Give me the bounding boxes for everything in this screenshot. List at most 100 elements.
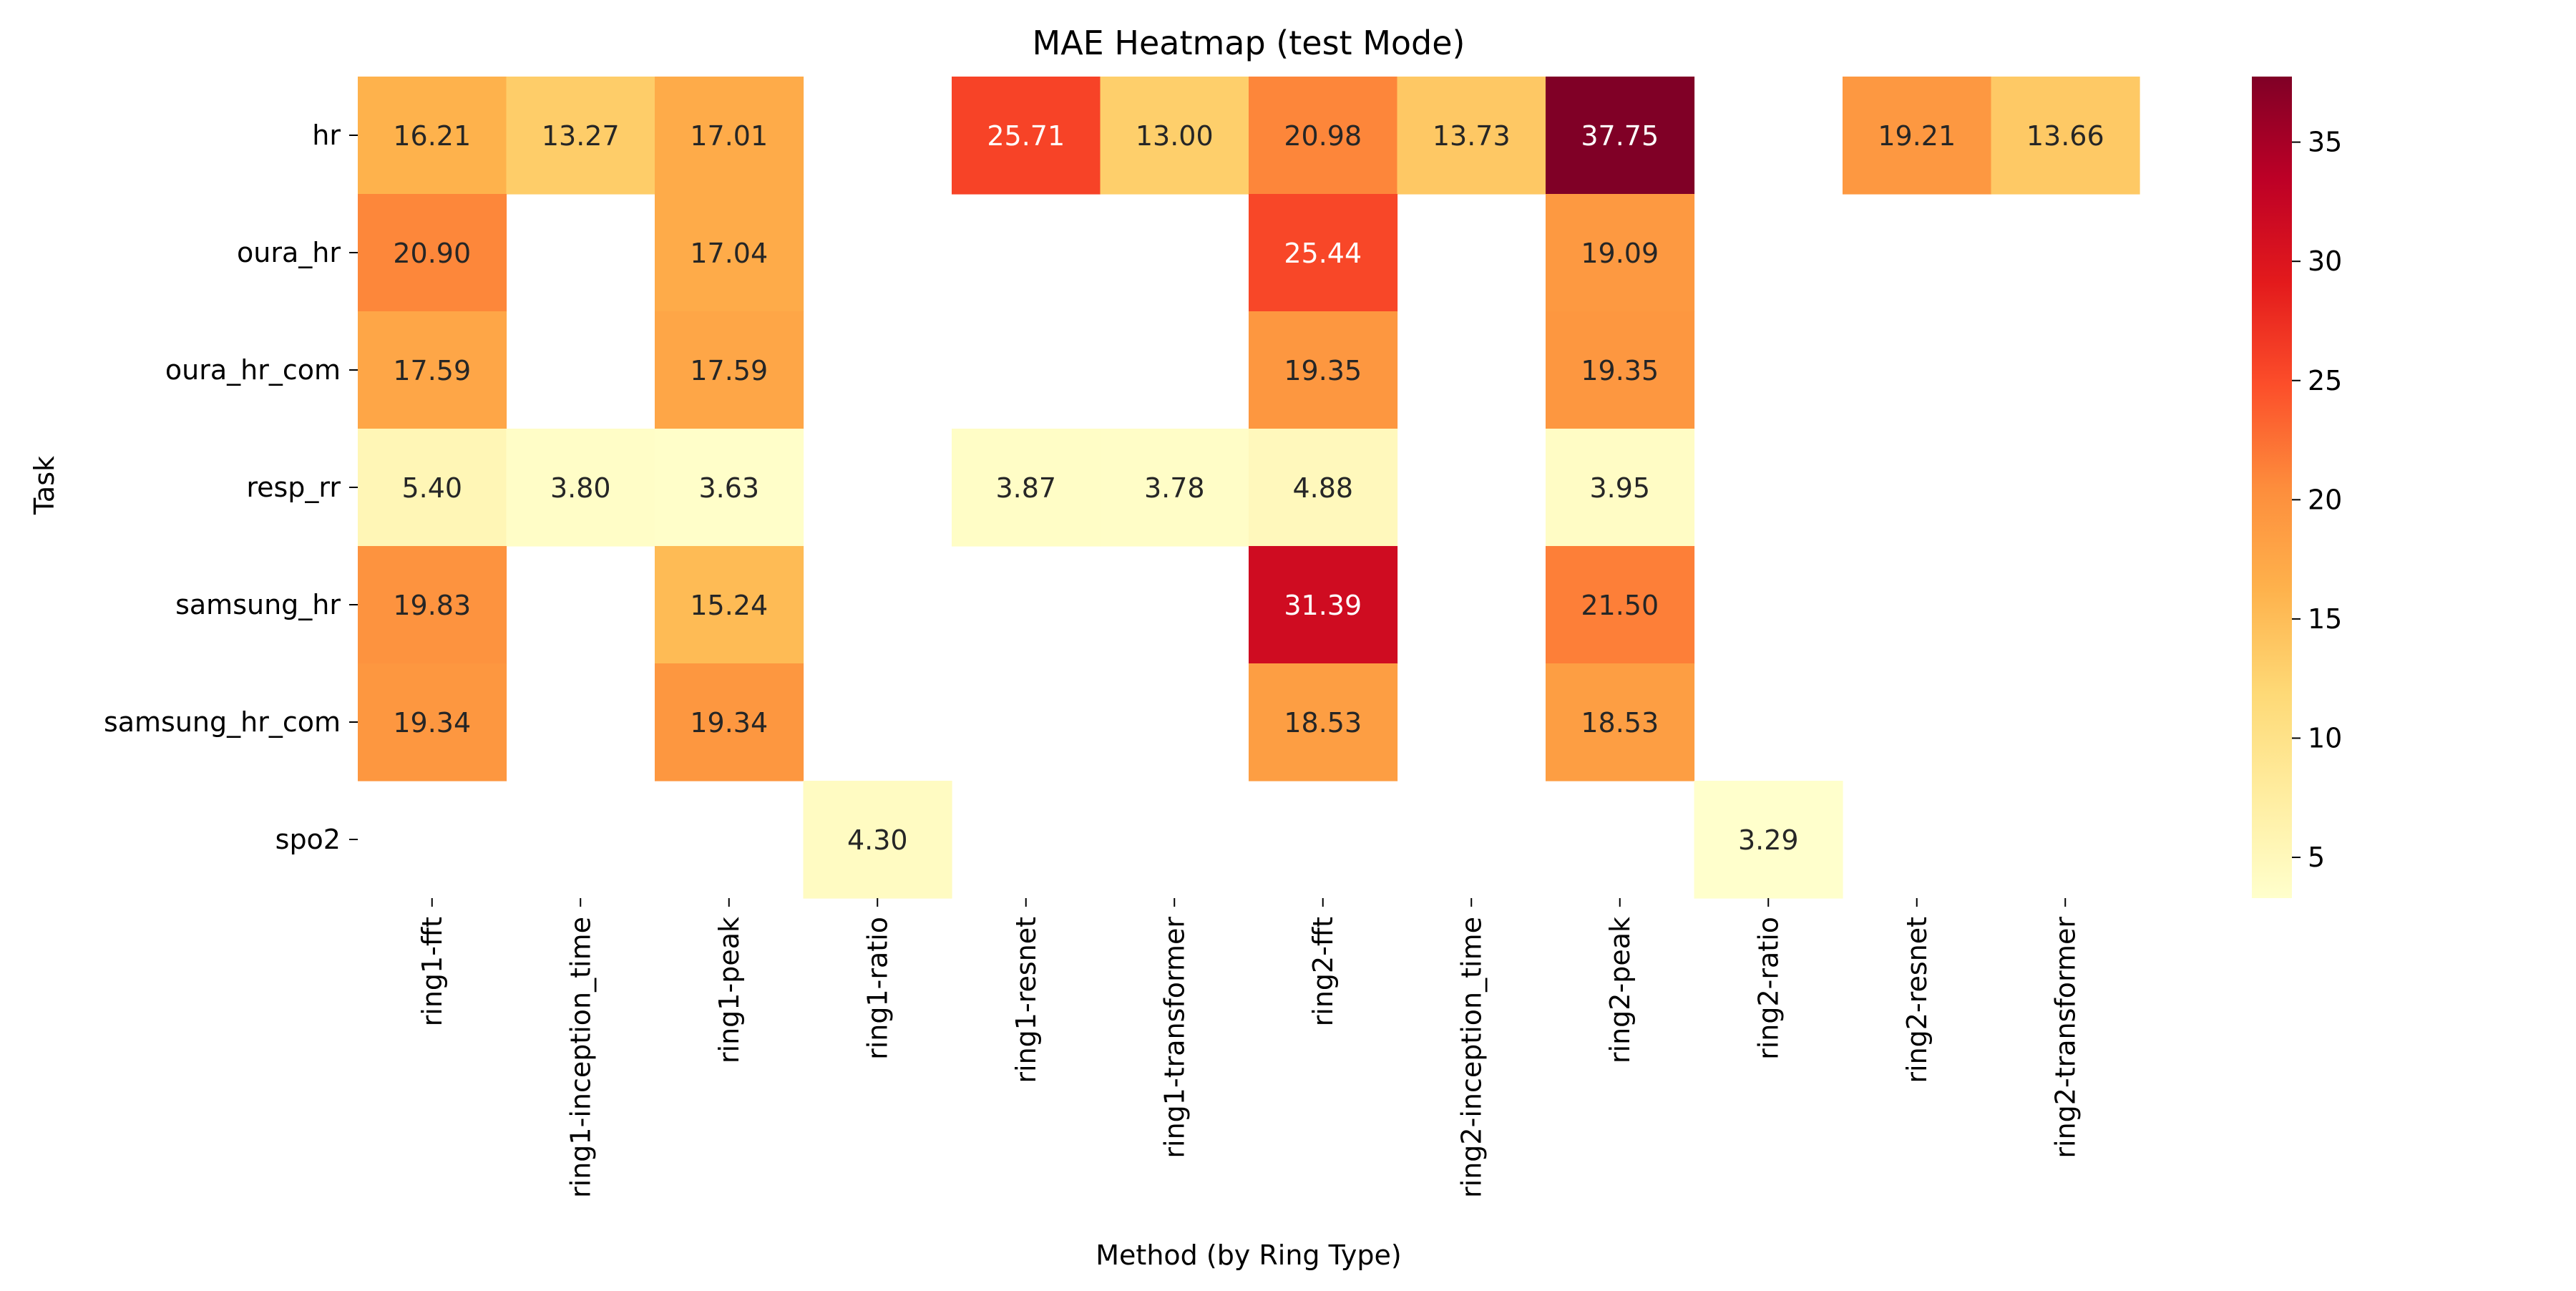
cell-value-label: 19.34: [690, 707, 768, 739]
cell-value-label: 20.98: [1284, 120, 1362, 152]
y-tick-label: oura_hr_com: [165, 354, 341, 386]
cell-value-label: 19.35: [1284, 355, 1362, 386]
cell-value-label: 3.80: [550, 472, 611, 504]
y-tick-label: spo2: [275, 824, 341, 855]
heatmap-cell: [952, 429, 1101, 547]
cell-value-label: 20.90: [393, 238, 471, 269]
chart-title: MAE Heatmap (test Mode): [1033, 24, 1465, 62]
y-tick-label: samsung_hr: [175, 589, 341, 620]
x-tick-label: ring2-transformer: [2049, 917, 2081, 1159]
cell-value-label: 31.39: [1284, 590, 1362, 621]
x-tick-label: ring2-fft: [1307, 917, 1339, 1026]
cell-value-label: 13.73: [1433, 120, 1511, 152]
cell-value-label: 3.63: [698, 472, 759, 504]
heatmap-cell: [655, 546, 804, 664]
cell-value-label: 3.78: [1144, 472, 1205, 504]
y-axis-ticks: hr oura_hr oura_hr_com resp_rr samsung_hrsam…: [104, 120, 358, 855]
cell-value-label: 4.30: [847, 824, 908, 856]
heatmap-cell: [358, 429, 507, 547]
colorbar-tick-label: 35: [2308, 127, 2342, 158]
heatmap-cell: [358, 311, 507, 429]
heatmap-cell: [358, 194, 507, 312]
cell-value-label: 17.59: [393, 355, 471, 386]
colorbar-tick-label: 10: [2308, 722, 2342, 754]
cell-value-label: 18.53: [1581, 707, 1659, 739]
colorbar: 5 10 15 20 25 30 35: [2252, 77, 2342, 898]
cell-value-label: 37.75: [1581, 120, 1659, 152]
x-axis-label: Method (by Ring Type): [1096, 1239, 1401, 1271]
heatmap-cell: [655, 311, 804, 429]
heatmap-cell: [952, 77, 1101, 195]
heatmap-cell: [506, 77, 655, 195]
heatmap-cell: [1249, 546, 1398, 664]
heatmap-cell: [1249, 311, 1398, 429]
x-tick-label: ring2-resnet: [1901, 917, 1933, 1083]
heatmap-cell: [1249, 194, 1398, 312]
heatmap-cell: [655, 194, 804, 312]
colorbar-tick-label: 5: [2308, 842, 2325, 873]
heatmap-cell: [1991, 77, 2140, 195]
y-tick-label: oura_hr: [237, 237, 341, 268]
y-tick-label: samsung_hr_com: [104, 706, 341, 738]
heatmap-cell: [358, 546, 507, 664]
cell-value-label: 3.29: [1738, 824, 1799, 856]
colorbar-tick-label: 30: [2308, 245, 2342, 277]
colorbar-tick-label: 20: [2308, 484, 2342, 515]
colorbar-ticks: 5 10 15 20 25 30 35: [2292, 127, 2342, 873]
cell-value-label: 21.50: [1581, 590, 1659, 621]
heatmap-cell: [1546, 429, 1695, 547]
heatmap-cell: [1843, 77, 1992, 195]
heatmap-cell: [1546, 194, 1695, 312]
x-tick-label: ring1-ratio: [862, 917, 893, 1060]
cell-value-label: 19.83: [393, 590, 471, 621]
cell-value-label: 17.59: [690, 355, 768, 386]
cell-value-label: 13.27: [542, 120, 620, 152]
heatmap-cell: [506, 429, 655, 547]
cell-value-label: 25.71: [987, 120, 1065, 152]
cell-value-label: 13.66: [2026, 120, 2104, 152]
heatmap-cell: [1546, 663, 1695, 781]
colorbar-tick-label: 15: [2308, 603, 2342, 635]
cell-value-label: 19.35: [1581, 355, 1659, 386]
x-tick-label: ring1-fft: [416, 917, 448, 1026]
cell-value-label: 25.44: [1284, 238, 1362, 269]
cell-value-label: 3.87: [995, 472, 1056, 504]
heatmap-cell: [655, 663, 804, 781]
heatmap-cell: [1249, 77, 1398, 195]
heatmap-cell: [1249, 429, 1398, 547]
heatmap-cell: [1100, 77, 1249, 195]
heatmap-cell: [358, 77, 507, 195]
colorbar-gradient: [2252, 77, 2292, 898]
colorbar-tick-label: 25: [2308, 365, 2342, 396]
x-tick-label: ring1-peak: [713, 917, 745, 1063]
cell-value-label: 18.53: [1284, 707, 1362, 739]
heatmap-cells: 16.21 13.27 17.01 25.71 13.00 20.98 13.73 37.75…: [358, 77, 2140, 899]
x-tick-label: ring2-ratio: [1752, 917, 1784, 1060]
cell-value-label: 19.09: [1581, 238, 1659, 269]
x-tick-label: ring1-resnet: [1010, 917, 1042, 1083]
x-axis-ticks: ring1-fft ring1-inception_time ring1-peak r…: [416, 898, 2081, 1198]
cell-value-label: 3.95: [1589, 472, 1650, 504]
x-tick-label: ring1-transformer: [1158, 917, 1190, 1159]
cell-value-label: 19.34: [393, 707, 471, 739]
cell-value-label: 4.88: [1292, 472, 1353, 504]
heatmap-cell: [1694, 781, 1843, 899]
heatmap-cell: [1546, 77, 1695, 195]
cell-value-label: 17.04: [690, 238, 768, 269]
y-tick-label: resp_rr: [246, 472, 341, 503]
cell-value-label: 5.40: [401, 472, 462, 504]
heatmap-cell: [1249, 663, 1398, 781]
cell-value-label: 16.21: [393, 120, 471, 152]
heatmap-cell: [1397, 77, 1546, 195]
cell-value-label: 13.00: [1136, 120, 1214, 152]
x-tick-label: ring1-inception_time: [565, 917, 596, 1198]
heatmap-cell: [803, 781, 952, 899]
heatmap-cell: [655, 77, 804, 195]
cell-value-label: 15.24: [690, 590, 768, 621]
y-tick-label: hr: [312, 120, 341, 151]
y-axis-label: Task: [29, 456, 60, 515]
heatmap-cell: [1546, 311, 1695, 429]
heatmap-cell: [1546, 546, 1695, 664]
